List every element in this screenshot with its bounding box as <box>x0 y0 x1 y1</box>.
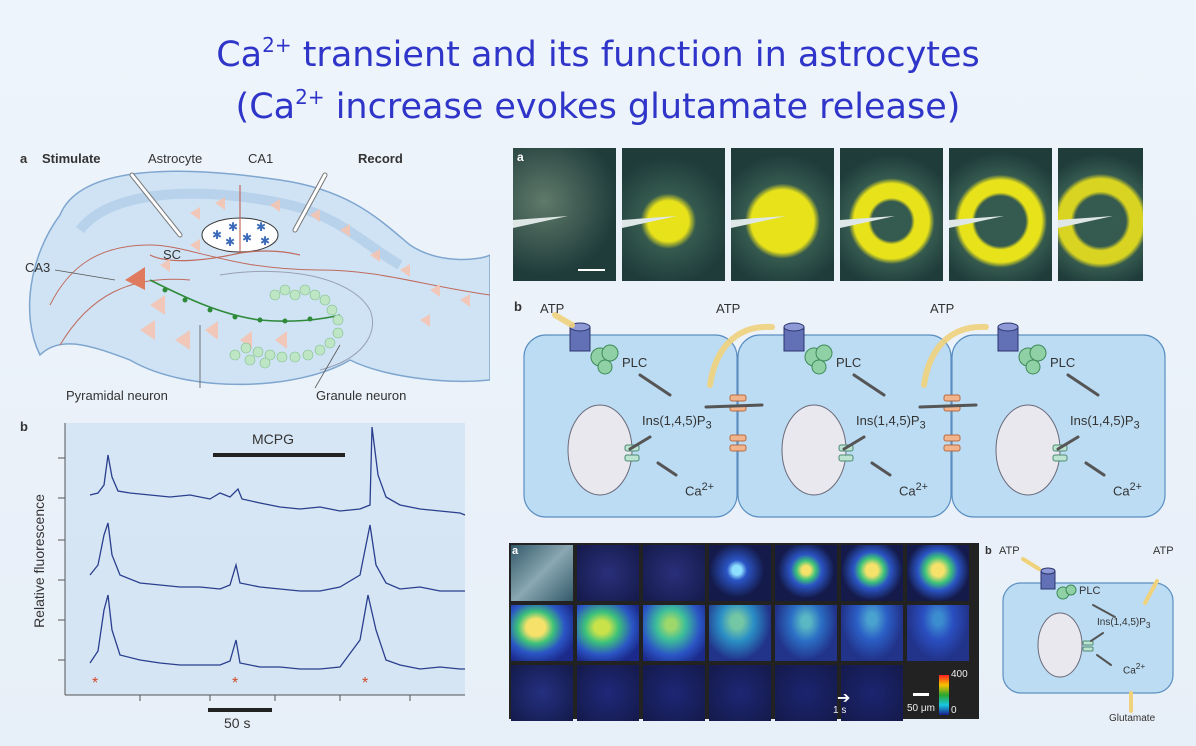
stimulus-marker: * <box>362 675 369 692</box>
imaging-frame <box>709 545 771 601</box>
svg-text:✱: ✱ <box>212 228 222 242</box>
colorbar <box>939 675 949 715</box>
ca3-pyramidal-cell <box>125 267 145 290</box>
wave-frame-1 <box>513 148 616 281</box>
scale-bar-label: 50 s <box>224 715 251 731</box>
wave-frame-6 <box>1058 148 1143 281</box>
colorbar-min: 0 <box>951 705 957 716</box>
wave-frame-5 <box>949 148 1052 281</box>
atp-label-1: ATP <box>540 301 565 316</box>
imaging-frame <box>841 605 903 661</box>
fluorescence-traces-panel: b MCPG Relative fluorescence * * * 50 s <box>20 415 490 735</box>
y-axis-label: Relative fluorescence <box>30 494 47 628</box>
imaging-frame <box>643 545 705 601</box>
svg-text:✱: ✱ <box>225 235 235 249</box>
ip3-label-2: Ins(1,4,5)P3 <box>856 413 926 432</box>
granule-neuron-label: Granule neuron <box>316 388 407 403</box>
astrocyte-label: Astrocyte <box>148 151 203 166</box>
hippocampus-drawing: ✱✱✱ ✱✱ ✱ <box>28 170 491 389</box>
ip3-label: Ins(1,4,5)P3 <box>1097 617 1151 630</box>
sc-label: SC <box>163 247 182 262</box>
page-title-line-2: (Ca2+ increase evokes glutamate release) <box>235 85 961 127</box>
plc-label: PLC <box>1079 585 1101 597</box>
record-label: Record <box>358 151 403 166</box>
atp-out-label: ATP <box>1153 545 1174 557</box>
imaging-frame <box>775 545 837 601</box>
fluorescence-traces <box>58 423 466 712</box>
panel-letter: b <box>985 545 992 557</box>
stimulus-marker: * <box>232 675 239 692</box>
calcium-label-1: Ca2+ <box>685 481 714 499</box>
stimulate-label: Stimulate <box>42 151 101 166</box>
imaging-frame <box>643 665 705 721</box>
calcium-imaging-grid: a ➔ 1 s 50 μm 400 0 <box>509 543 979 721</box>
imaging-frame <box>775 665 837 721</box>
atp-in-label: ATP <box>999 545 1020 557</box>
calcium-label-3: Ca2+ <box>1113 481 1142 499</box>
imaging-frame <box>841 665 903 721</box>
imaging-frame <box>511 665 573 721</box>
wave-frame-2 <box>622 148 725 281</box>
atp-label-3: ATP <box>930 301 955 316</box>
time-bar-label: 1 s <box>833 705 847 716</box>
atp-pathway-diagram: b ATP ATP ATP PLC PLC PLC Ins(1,4,5)P3 I… <box>510 295 1180 525</box>
scale-bar <box>913 693 929 696</box>
ip3-label-1: Ins(1,4,5)P3 <box>642 413 712 432</box>
mcpg-label: MCPG <box>252 431 294 447</box>
ip3-label-3: Ins(1,4,5)P3 <box>1070 413 1140 432</box>
svg-text:✱: ✱ <box>260 234 270 248</box>
calcium-label-2: Ca2+ <box>899 481 928 499</box>
imaging-frame <box>577 665 639 721</box>
panel-letter: a <box>20 151 28 166</box>
glutamate-label: Glutamate <box>1109 713 1156 724</box>
pathway-drawing <box>523 312 1166 518</box>
imaging-frame <box>511 605 573 661</box>
imaging-frame <box>907 545 969 601</box>
colorbar-max: 400 <box>951 669 968 680</box>
panel-letter: a <box>517 150 524 164</box>
ca3-label: CA3 <box>25 260 51 275</box>
hippocampus-diagram: ✱ ✱ ✱ ✱ ✱ ✱ <box>20 145 491 415</box>
imaging-frame <box>577 605 639 661</box>
plc-label-3: PLC <box>1050 355 1076 370</box>
right-arrow-icon: ➔ <box>837 690 851 707</box>
wave-frame-3 <box>731 148 834 281</box>
panel-letter: a <box>512 545 519 557</box>
imaging-frame <box>643 605 705 661</box>
calcium-wave-frames: a <box>513 148 1143 283</box>
ca1-label: CA1 <box>248 151 274 166</box>
single-cell-schematic: b ATP ATP PLC Ins(1,4,5)P3 Ca2+ Glutamat… <box>985 543 1190 733</box>
atp-label-2: ATP <box>716 301 741 316</box>
stimulus-marker: * <box>92 675 99 692</box>
calcium-label: Ca2+ <box>1123 661 1146 677</box>
panel-letter: b <box>514 299 522 314</box>
pipette-overlay <box>513 216 1113 271</box>
imaging-frame <box>709 605 771 661</box>
page-title-line-1: Ca2+ transient and its function in astro… <box>216 33 980 75</box>
plc-label-1: PLC <box>622 355 648 370</box>
svg-text:✱: ✱ <box>256 220 266 234</box>
panel-letter: b <box>20 419 28 434</box>
plc-label-2: PLC <box>836 355 862 370</box>
svg-text:✱: ✱ <box>228 220 238 234</box>
scale-bar-label: 50 μm <box>907 703 935 714</box>
pyramidal-neuron-label: Pyramidal neuron <box>66 388 168 403</box>
single-cell-drawing <box>1002 557 1174 713</box>
svg-text:✱: ✱ <box>242 231 252 245</box>
imaging-frame <box>577 545 639 601</box>
wave-frame-4 <box>840 148 943 281</box>
imaging-frame <box>775 605 837 661</box>
imaging-frame <box>709 665 771 721</box>
imaging-frame <box>841 545 903 601</box>
imaging-frame <box>907 605 969 661</box>
imaging-frame <box>511 545 573 601</box>
